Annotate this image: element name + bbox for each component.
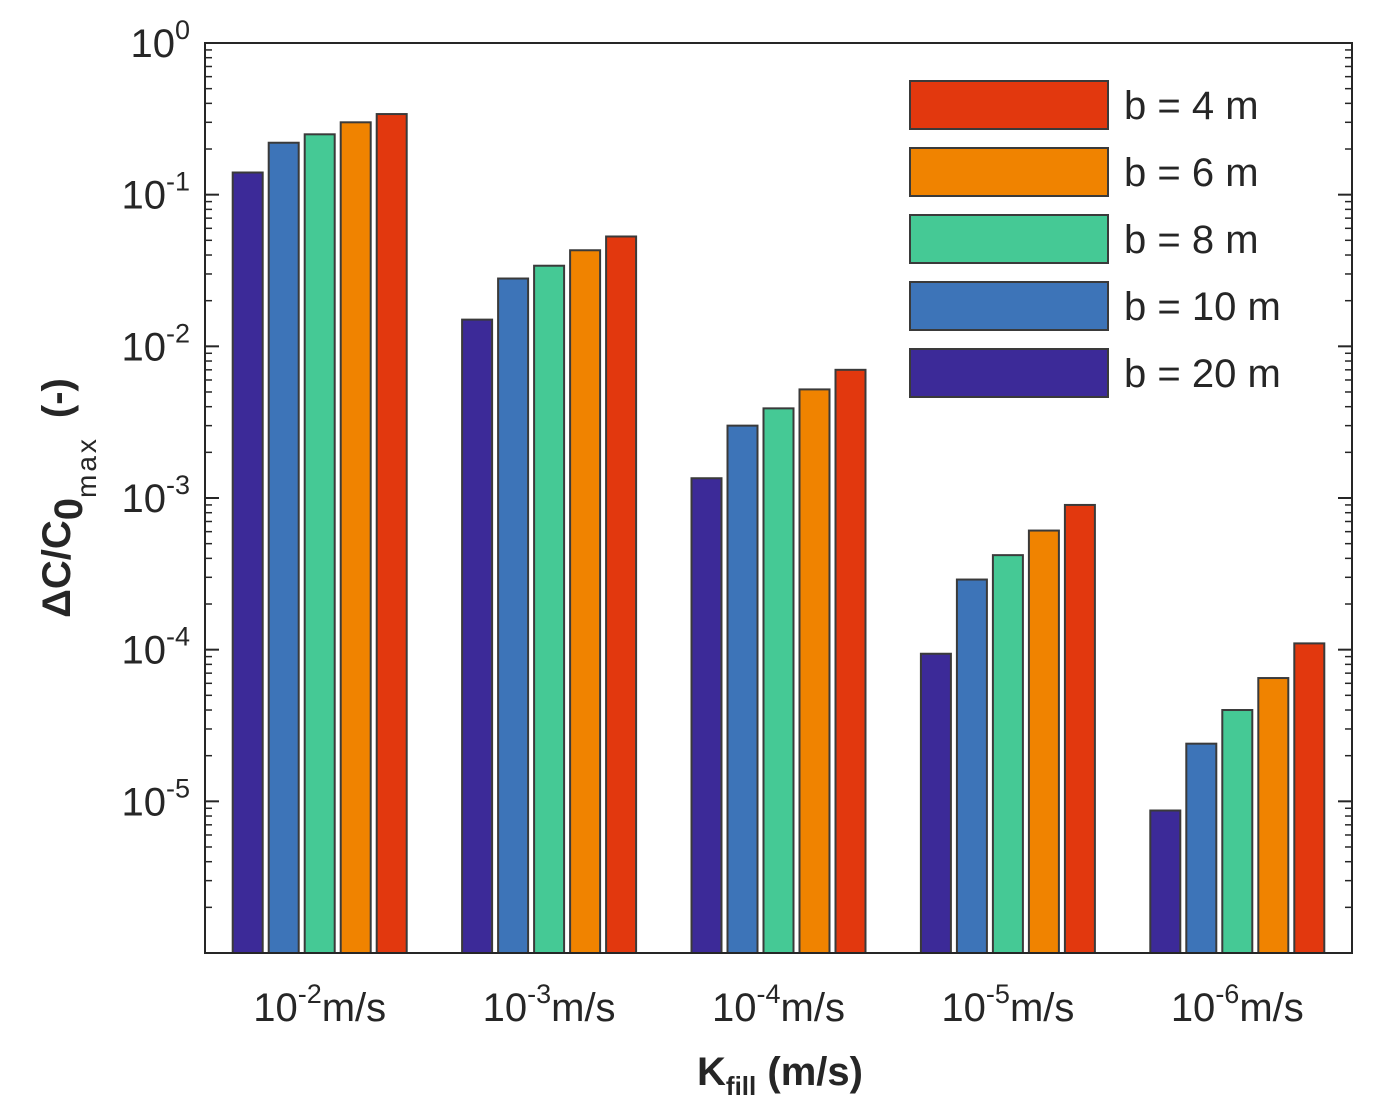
- bar-b-6-m-cat-1: [569, 249, 602, 955]
- x-tick-base: 10: [1171, 986, 1216, 1030]
- x-tick-base: 10: [941, 986, 986, 1030]
- x-tick-unit: m/s: [1239, 986, 1303, 1030]
- legend-label-3: b = 10 m: [1124, 285, 1281, 329]
- legend-label-0: b = 4 m: [1124, 84, 1259, 128]
- x-tick-label: 10-3m/s: [483, 979, 616, 1030]
- y-tick-label: 10-1: [121, 167, 190, 218]
- bar-b-6-m-cat-3: [1027, 529, 1060, 954]
- y-tick-exponent: -5: [166, 773, 190, 803]
- legend-label-1: b = 6 m: [1124, 151, 1259, 195]
- y-tick-label: 10-3: [121, 470, 190, 521]
- y-tick-label: 10-2: [121, 318, 190, 369]
- legend-swatch-0: [909, 80, 1109, 130]
- bar-b-4-m-cat-3: [1063, 503, 1096, 954]
- bar-b-8-m-cat-3: [991, 554, 1024, 954]
- bar-b-20-m-cat-2: [690, 477, 723, 954]
- x-tick-exponent: -2: [298, 979, 322, 1009]
- bar-b-6-m-cat-0: [339, 121, 372, 954]
- bar-b-10-m-cat-4: [1185, 742, 1218, 954]
- bar-b-4-m-cat-1: [605, 235, 638, 955]
- bar-b-20-m-cat-1: [461, 318, 494, 954]
- y-axis-label-unit: (-): [35, 378, 79, 418]
- y-axis-label-subsubscript: max: [71, 436, 102, 498]
- y-tick-base: 10: [121, 780, 166, 824]
- bar-b-8-m-cat-2: [762, 407, 795, 954]
- y-tick-label: 10-5: [121, 773, 190, 824]
- legend-swatch-1: [909, 147, 1109, 197]
- bar-b-8-m-cat-1: [533, 264, 566, 954]
- y-tick-base: 10: [121, 174, 166, 218]
- legend-swatch-3: [909, 281, 1109, 331]
- bar-b-4-m-cat-2: [834, 368, 867, 954]
- x-tick-label: 10-6m/s: [1171, 979, 1304, 1030]
- y-axis-label-subscript: 0: [47, 498, 91, 520]
- x-tick-base: 10: [712, 986, 757, 1030]
- y-axis-label-main: ΔC/C: [35, 520, 79, 618]
- y-axis-label: ΔC/C0max (-): [35, 378, 102, 618]
- bar-b-20-m-cat-4: [1149, 809, 1182, 954]
- y-tick-exponent: -1: [166, 167, 190, 197]
- bar-b-10-m-cat-1: [497, 277, 530, 955]
- legend-label-4: b = 20 m: [1124, 352, 1281, 396]
- x-tick-unit: m/s: [551, 986, 615, 1030]
- x-tick-label: 10-2m/s: [253, 979, 386, 1030]
- legend-swatch-4: [909, 348, 1109, 398]
- y-tick-label: 10-4: [121, 622, 190, 673]
- axes-layer: [204, 42, 1353, 954]
- y-tick-label: 100: [130, 15, 190, 66]
- x-axis-label: Kfill (m/s): [697, 1050, 863, 1101]
- bar-b-4-m-cat-4: [1293, 642, 1326, 955]
- y-tick-base: 10: [121, 325, 166, 369]
- legend-swatch-2: [909, 214, 1109, 264]
- x-tick-label: 10-4m/s: [712, 979, 845, 1030]
- x-tick-unit: m/s: [781, 986, 845, 1030]
- x-axis-label-subscript: fill: [726, 1071, 756, 1101]
- bar-b-8-m-cat-0: [303, 133, 336, 954]
- bar-b-8-m-cat-4: [1221, 709, 1254, 954]
- bar-b-6-m-cat-2: [798, 388, 831, 954]
- y-tick-base: 10: [121, 477, 166, 521]
- legend: b = 4 m b = 6 m b = 8 m b = 10 m b = 20 m: [909, 80, 1281, 398]
- x-tick-unit: m/s: [322, 986, 386, 1030]
- x-axis-label-main: K: [697, 1050, 726, 1094]
- x-tick-base: 10: [483, 986, 528, 1030]
- bar-b-20-m-cat-3: [919, 652, 952, 954]
- x-axis-label-unit: (m/s): [756, 1050, 863, 1094]
- bar-b-4-m-cat-0: [375, 113, 408, 955]
- x-tick-labels: 10-2m/s 10-3m/s 10-4m/s 10-5m/s 10-6m/s: [253, 979, 1304, 1030]
- x-tick-unit: m/s: [1010, 986, 1074, 1030]
- bar-b-6-m-cat-4: [1257, 677, 1290, 955]
- bar-b-10-m-cat-0: [267, 141, 300, 955]
- y-tick-base: 10: [130, 22, 175, 66]
- bars-layer: [231, 113, 1326, 955]
- x-tick-label: 10-5m/s: [941, 979, 1074, 1030]
- y-tick-exponent: 0: [175, 15, 190, 45]
- bar-b-10-m-cat-3: [955, 578, 988, 954]
- y-tick-exponent: -4: [166, 622, 190, 652]
- y-tick-exponent: -2: [166, 318, 190, 348]
- axis-labels: Kfill (m/s) ΔC/C0max (-): [35, 378, 863, 1101]
- x-tick-exponent: -4: [757, 979, 781, 1009]
- x-tick-exponent: -5: [986, 979, 1010, 1009]
- y-tick-exponent: -3: [166, 470, 190, 500]
- bar-b-10-m-cat-2: [726, 424, 759, 954]
- x-tick-exponent: -6: [1215, 979, 1239, 1009]
- legend-label-2: b = 8 m: [1124, 218, 1259, 262]
- x-tick-base: 10: [253, 986, 298, 1030]
- bar-b-20-m-cat-0: [231, 171, 264, 955]
- y-tick-base: 10: [121, 629, 166, 673]
- x-tick-exponent: -3: [527, 979, 551, 1009]
